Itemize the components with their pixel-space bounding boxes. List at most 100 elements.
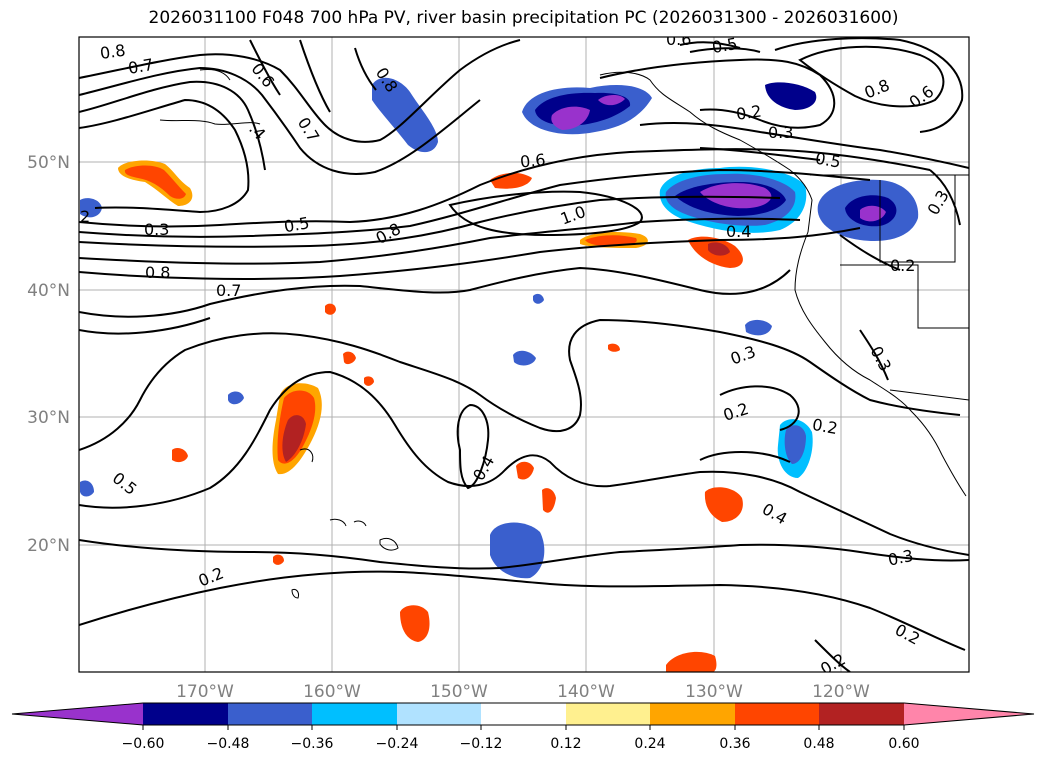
precip-blob-warm-5-core: [282, 415, 306, 462]
lat-tick-20n: 20°N: [27, 536, 70, 556]
colorbar-label-6: 0.12: [550, 736, 581, 752]
colorbar-label-8: 0.36: [719, 736, 750, 752]
colorbar-label-4: −0.24: [376, 736, 419, 752]
pv-contours: [79, 37, 969, 672]
coastline-aleutians: [159, 119, 261, 125]
pv-contour-0.3-mid: [79, 318, 961, 451]
precip-blob-warm-15: [273, 554, 284, 565]
lat-tick-labels: 50°N 40°N 30°N 20°N: [27, 153, 70, 556]
pv-contour-0.4-loop: [456, 403, 490, 490]
pv-contour-0.6-ak: [249, 39, 281, 96]
precip-blob-warm-11: [172, 448, 188, 463]
contour-label-g: 0.6: [666, 30, 691, 49]
colorbar-swatch-2: [228, 703, 313, 725]
colorbar-extend-low: [12, 703, 143, 725]
pv-contour-0.8-ne: [798, 45, 945, 108]
lon-tick-130w: 130°W: [685, 682, 743, 702]
precip-blob-warm-6: [704, 487, 743, 522]
colorbar-label-10: 0.60: [888, 736, 919, 752]
coastlines: [159, 69, 969, 599]
colorbar-swatch-8: [735, 703, 820, 725]
contour-label-q: 0.6: [519, 150, 546, 172]
lon-tick-150w: 150°W: [430, 682, 488, 702]
pv-contour-0.2-baja: [699, 451, 791, 463]
colorbar-swatch-9: [819, 703, 904, 725]
lon-tick-labels: 170°W 160°W 150°W 140°W 130°W 120°W: [176, 682, 870, 702]
pv-contour-tail: [79, 317, 211, 335]
precip-blob-warm-3-core: [585, 235, 637, 246]
pv-contour-0.2-coast: [719, 385, 800, 431]
precip-blob-warm-10: [542, 488, 556, 513]
pv-contour-0.8-jet: [79, 195, 781, 248]
pv-contour-0.6-ne: [774, 37, 964, 133]
coastline-island-2: [291, 589, 299, 599]
colorbar-label-1: −0.60: [122, 736, 165, 752]
precip-blob-alaska-peninsula: [372, 77, 438, 153]
colorbar-extend-high: [904, 703, 1034, 725]
precip-blob-pnw-peak: [700, 183, 772, 209]
coastline-hawaii-big: [379, 537, 399, 551]
precip-blob-baja-core: [784, 425, 806, 464]
colorbar-label-2: −0.48: [207, 736, 250, 752]
colorbar-label-7: 0.24: [634, 736, 665, 752]
coastline-north-america: [599, 71, 967, 497]
colorbar-swatch-3: [312, 703, 397, 725]
colorbar: −0.60 −0.48 −0.36 −0.24 −0.12 0.12 0.24 …: [11, 702, 1035, 752]
precip-blob-gulf-alaska-peak2: [598, 94, 625, 106]
precip-blob-small-2: [745, 319, 772, 336]
border-mexico: [889, 389, 969, 401]
contour-label-a: 0.8: [99, 41, 127, 63]
precip-blob-small-5: [533, 293, 544, 304]
pv-contour-0.4: [79, 98, 250, 214]
precip-blob-small-7: [80, 198, 102, 218]
contour-label-n: 2: [80, 207, 90, 226]
lon-tick-120w: 120°W: [812, 682, 870, 702]
coastline-island-1: [299, 448, 314, 463]
precip-blob-warm-14: [364, 376, 374, 386]
precip-blob-small-4: [228, 391, 244, 405]
coastline-hawaii-small-1: [329, 518, 347, 527]
precip-blob-warm-7: [400, 605, 430, 642]
pv-contour-0.5-coast: [699, 147, 821, 161]
lat-tick-50n: 50°N: [27, 153, 70, 173]
pv-contour-0.3-inland: [929, 169, 961, 226]
pv-contour-0.8-ak: [354, 47, 377, 91]
precip-blob-gulf-alaska-peak: [551, 106, 590, 130]
colorbar-swatch-6: [566, 703, 651, 725]
colorbar-swatch-7: [650, 703, 735, 725]
contour-label-l: 0.3: [768, 123, 793, 142]
precip-blob-small-1: [765, 82, 817, 110]
contour-label-k: 0.2: [735, 101, 763, 123]
lat-tick-30n: 30°N: [27, 408, 70, 428]
pv-contour-0.8-north: [79, 39, 521, 143]
pv-contour-0.2-south: [79, 539, 969, 570]
colorbar-label-9: 0.48: [803, 736, 834, 752]
colorbar-ticks: [142, 725, 905, 730]
pv-contour-0.3-coast: [639, 122, 969, 169]
pv-contour-0.2-corner: [814, 639, 851, 672]
lon-tick-170w: 170°W: [176, 682, 234, 702]
pv-contour-0.7-north: [79, 66, 481, 175]
pv-contour-0.2-gulf: [599, 58, 836, 129]
lat-tick-40n: 40°N: [27, 281, 70, 301]
contour-label-b: 0.7: [127, 55, 155, 78]
contour-label-p: 0.5: [282, 213, 310, 236]
lon-tick-160w: 160°W: [303, 682, 361, 702]
pv-contour-0.2-ca: [839, 234, 901, 271]
precip-blob-warm-16: [608, 343, 620, 352]
coastline-hawaii-small-2: [353, 520, 367, 527]
precip-blob-warm-13: [325, 303, 336, 315]
precip-blob-warm-8: [666, 651, 717, 672]
contour-label-x: 0.7: [216, 281, 241, 300]
colorbar-label-5: −0.12: [460, 736, 503, 752]
contour-label-v: 0.2: [890, 256, 915, 275]
pv-contour-0.7-ak: [299, 39, 331, 113]
lon-tick-140w: 140°W: [557, 682, 615, 702]
pv-contour-0.5: [79, 148, 931, 228]
precip-blob-small-3: [513, 350, 536, 366]
colorbar-label-3: −0.36: [291, 736, 334, 752]
pv-contour-0.7-south: [79, 227, 861, 280]
precip-blob-warm-12: [343, 351, 356, 365]
pv-contour-0.4-mid: [79, 266, 791, 318]
